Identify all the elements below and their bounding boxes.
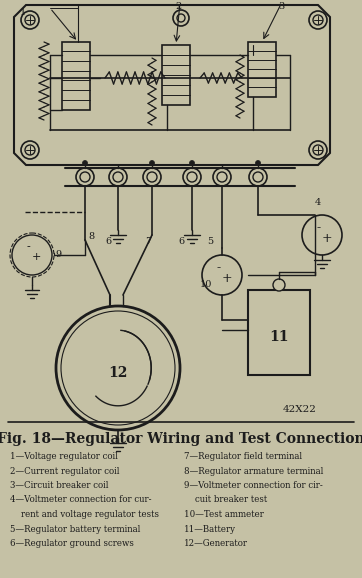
Circle shape (249, 168, 267, 186)
Circle shape (56, 306, 180, 430)
Circle shape (61, 311, 175, 425)
Circle shape (177, 14, 185, 22)
Polygon shape (14, 5, 330, 165)
Circle shape (150, 161, 155, 165)
Circle shape (217, 172, 227, 182)
Text: +: + (322, 232, 332, 244)
Text: 2: 2 (175, 2, 181, 11)
Circle shape (313, 145, 323, 155)
Text: 10—Test ammeter: 10—Test ammeter (184, 510, 264, 519)
Text: 10: 10 (200, 280, 212, 289)
Text: Fig. 18—Regulator Wiring and Test Connection: Fig. 18—Regulator Wiring and Test Connec… (0, 432, 362, 446)
Text: 11—Battery: 11—Battery (184, 524, 236, 533)
Text: 12: 12 (108, 366, 128, 380)
Circle shape (273, 279, 285, 291)
Circle shape (213, 168, 231, 186)
Text: 11: 11 (269, 330, 289, 344)
Text: 12—Generator: 12—Generator (184, 539, 248, 548)
Circle shape (109, 168, 127, 186)
Circle shape (83, 161, 88, 165)
Circle shape (183, 168, 201, 186)
Text: -: - (217, 261, 221, 275)
Text: 5—Regulator battery terminal: 5—Regulator battery terminal (10, 524, 140, 533)
Circle shape (173, 10, 189, 26)
Text: 9—Voltmeter connection for cir-: 9—Voltmeter connection for cir- (184, 481, 323, 490)
Bar (248, 290, 310, 375)
Text: 42X22: 42X22 (283, 405, 317, 414)
Circle shape (113, 172, 123, 182)
Bar (62, 42, 90, 110)
Text: 9: 9 (55, 250, 61, 259)
Text: 4—Voltmeter connection for cur-: 4—Voltmeter connection for cur- (10, 495, 152, 505)
Bar (248, 42, 276, 97)
Circle shape (313, 15, 323, 25)
Text: 8: 8 (88, 232, 94, 241)
Text: 6: 6 (178, 237, 184, 246)
Circle shape (202, 255, 242, 295)
Bar (162, 45, 190, 105)
Circle shape (309, 11, 327, 29)
Text: 3—Circuit breaker coil: 3—Circuit breaker coil (10, 481, 109, 490)
Text: 8—Regulator armature terminal: 8—Regulator armature terminal (184, 466, 323, 476)
Circle shape (21, 11, 39, 29)
Circle shape (143, 168, 161, 186)
Circle shape (80, 172, 90, 182)
Text: 4: 4 (315, 198, 321, 207)
Text: 7—Regulator field terminal: 7—Regulator field terminal (184, 452, 302, 461)
Circle shape (25, 145, 35, 155)
Circle shape (302, 215, 342, 255)
Text: 1—Voltage regulator coil: 1—Voltage regulator coil (10, 452, 118, 461)
Text: cuit breaker test: cuit breaker test (184, 495, 267, 505)
Text: +: + (31, 252, 41, 262)
Text: -: - (317, 221, 321, 235)
Text: +: + (222, 272, 232, 284)
Text: 6: 6 (105, 237, 111, 246)
Text: 3: 3 (278, 2, 284, 11)
Text: rent and voltage regulator tests: rent and voltage regulator tests (10, 510, 159, 519)
Text: 5: 5 (207, 237, 213, 246)
Circle shape (21, 141, 39, 159)
Text: -: - (26, 242, 30, 252)
Text: 6—Regulator ground screws: 6—Regulator ground screws (10, 539, 134, 548)
Circle shape (147, 172, 157, 182)
Circle shape (76, 168, 94, 186)
Text: 1: 1 (20, 8, 26, 17)
Circle shape (187, 172, 197, 182)
Circle shape (25, 15, 35, 25)
Circle shape (256, 161, 261, 165)
Text: 2—Current regulator coil: 2—Current regulator coil (10, 466, 119, 476)
Circle shape (12, 235, 52, 275)
Text: 7: 7 (145, 237, 151, 246)
Circle shape (309, 141, 327, 159)
Circle shape (253, 172, 263, 182)
Circle shape (189, 161, 194, 165)
